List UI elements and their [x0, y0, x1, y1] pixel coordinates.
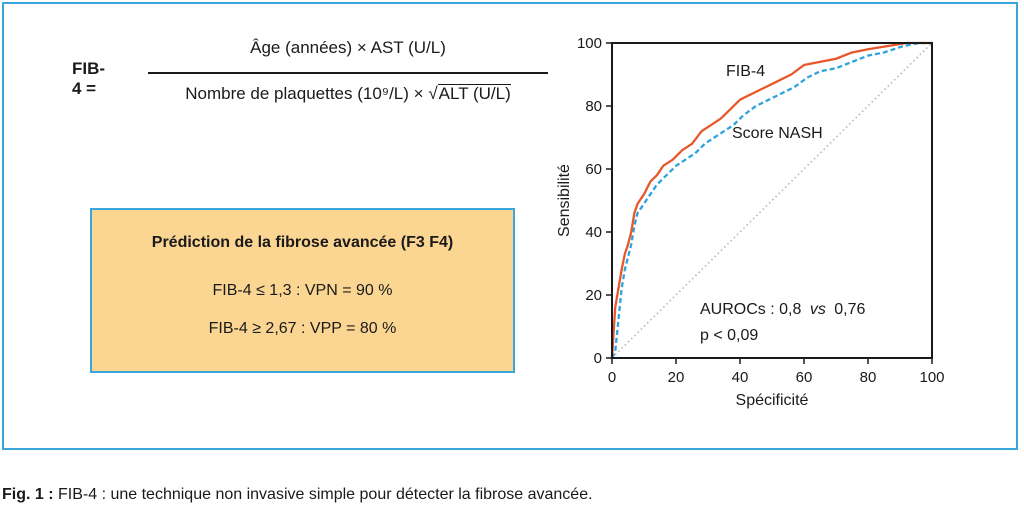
x-tick-label: 0	[608, 369, 616, 386]
caption-text: FIB-4 : une technique non invasive simpl…	[58, 486, 593, 503]
prediction-box: Prédiction de la fibrose avancée (F3 F4)…	[90, 208, 515, 373]
nash-series-label: Score NASH	[732, 125, 823, 142]
sqrt-symbol: √	[428, 84, 438, 103]
roc-chart: 0 20 40 60 80 100 0 20 40 60 80 100 Spécificité Sen…	[556, 35, 945, 409]
plot-area	[610, 41, 933, 359]
prediction-line-npv: FIB-4 ≤ 1,3 : VPN = 90 %	[212, 282, 393, 299]
y-tick-label: 60	[585, 161, 602, 178]
x-tick-label: 20	[668, 369, 685, 386]
auroc-vs: vs	[810, 301, 826, 318]
prediction-line-ppv: FIB-4 ≥ 2,67 : VPP = 80 %	[208, 320, 397, 337]
score-nash-line	[610, 41, 932, 359]
x-axis-title: Spécificité	[736, 392, 809, 409]
figure-frame	[2, 2, 1018, 450]
formula-numerator: Âge (années) × AST (U/L)	[250, 38, 446, 57]
y-tick-label: 100	[577, 35, 602, 52]
auroc-annotation: AUROCs : 0,8 vs 0,76	[700, 301, 866, 318]
y-axis-title: Sensibilité	[556, 164, 573, 237]
fraction-bar	[148, 72, 548, 74]
auroc-text-end: 0,76	[834, 301, 865, 318]
x-tick-label: 40	[732, 369, 749, 386]
y-tick-label: 20	[585, 287, 602, 304]
denominator-sqrt: ALT (U/L)	[437, 84, 511, 103]
y-tick-label: 40	[585, 224, 602, 241]
fib-4-line	[610, 41, 932, 359]
p-value-annotation: p < 0,09	[700, 327, 758, 344]
formula-label: FIB-4 =	[72, 59, 106, 98]
x-tick-label: 80	[860, 369, 877, 386]
fib4-series-label: FIB-4	[726, 63, 765, 80]
x-tick-label: 60	[796, 369, 813, 386]
plot-frame	[611, 42, 933, 359]
axis-ticks: 0 20 40 60 80 100 0 20 40 60 80 100	[577, 35, 945, 386]
caption-label: Fig. 1 :	[2, 486, 54, 503]
x-tick-label: 100	[919, 369, 944, 386]
y-tick-label: 0	[594, 350, 602, 367]
figure-caption: Fig. 1 : FIB-4 : une technique non invas…	[2, 486, 593, 504]
prediction-title: Prédiction de la fibrose avancée (F3 F4)	[151, 234, 454, 251]
reference-diagonal-line	[611, 42, 933, 359]
denominator-prefix: Nombre de plaquettes (10⁹/L) ×	[185, 84, 424, 103]
auroc-text-start: AUROCs : 0,8	[700, 301, 801, 318]
y-tick-label: 80	[585, 98, 602, 115]
formula-denominator: Nombre de plaquettes (10⁹/L) × √ALT (U/L…	[148, 84, 548, 104]
